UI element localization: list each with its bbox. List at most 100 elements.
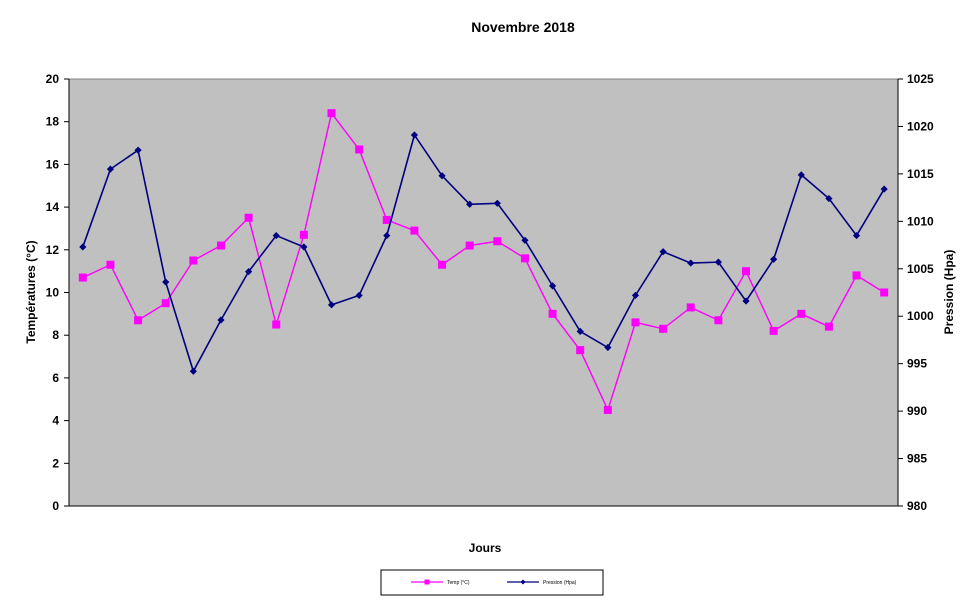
left-tick-label: 14 [46,200,60,214]
data-point [189,256,198,265]
left-y-axis: 0 2 4 6 8 10 12 14 16 18 20 [46,72,898,513]
data-point [880,288,889,297]
data-point [106,260,115,269]
right-tick-label: 1025 [907,72,934,86]
x-axis-label: Jours [469,541,502,555]
series-2 [79,131,888,375]
data-point [686,303,695,312]
data-point [78,273,87,282]
data-point [604,343,612,352]
data-point [162,278,170,286]
legend-item-1: Temp (°C) [411,579,470,586]
data-point [770,255,778,263]
data-point [687,259,695,267]
data-point [576,346,585,355]
data-point [714,316,723,325]
left-tick-label: 12 [46,243,60,257]
data-point [742,267,751,276]
right-tick-label: 980 [907,499,927,513]
plot-area [68,78,899,507]
right-tick-label: 995 [907,357,927,371]
data-point [106,165,115,173]
legend-label: Temp (°C) [447,580,470,586]
data-point [769,326,778,335]
data-point [466,200,474,208]
series-line [82,111,885,412]
data-point [548,282,557,290]
legend-marker [520,579,526,585]
data-point [631,318,640,327]
left-axis-label: Températures (°C) [24,240,38,343]
legend-item-2: Pression (Hpa) [507,579,577,586]
data-point [438,172,446,180]
data-point [382,215,391,224]
data-point [134,316,143,325]
left-tick-label: 10 [46,286,60,300]
data-point [134,146,142,154]
data-point [824,322,833,331]
left-tick-label: 16 [46,157,60,171]
right-tick-label: 1010 [907,214,934,228]
data-point [410,131,419,139]
right-tick-label: 1005 [907,262,934,276]
data-point [521,236,529,244]
data-point [852,231,861,240]
data-point [272,231,280,240]
data-point [576,327,584,336]
data-point [383,231,391,240]
data-point [161,299,170,308]
data-point [245,268,253,276]
data-point [272,320,281,329]
data-point [355,145,364,154]
left-tick-label: 0 [52,499,59,513]
data-point [742,297,750,305]
data-point [659,248,667,256]
data-point [714,258,722,266]
legend: Temp (°C) Pression (Hpa) [380,569,604,596]
right-axis-label: Pression (Hpa) [942,250,956,335]
right-tick-label: 1000 [907,309,934,323]
data-point [300,243,308,251]
data-point [631,291,640,299]
data-point [189,367,197,375]
data-point [216,241,225,250]
data-point [603,405,612,414]
data-point [548,309,557,318]
right-tick-label: 1015 [907,167,934,181]
data-point [880,185,888,193]
data-point [327,109,336,118]
right-tick-label: 1020 [907,119,934,133]
left-tick-label: 6 [52,371,59,385]
data-point [244,213,253,222]
right-y-axis: 980 985 990 995 1000 1005 1010 1015 1020 1025 [897,72,934,513]
data-point [465,241,474,250]
data-point [438,260,447,269]
left-tick-label: 2 [52,456,59,470]
left-tick-label: 18 [46,115,60,129]
data-point [327,301,336,309]
left-tick-label: 8 [52,328,59,342]
data-point [299,230,308,239]
data-point [355,291,363,299]
right-tick-label: 985 [907,452,927,466]
series-layer [78,109,889,414]
data-point [797,309,806,318]
data-point [520,254,529,263]
series-line [82,133,885,374]
data-point [797,171,805,179]
left-tick-label: 4 [52,414,59,428]
data-point [659,324,668,333]
legend-label: Pression (Hpa) [543,580,577,586]
chart-title: Novembre 2018 [471,19,575,35]
data-point [217,316,225,324]
data-point [79,243,87,251]
data-point [410,226,419,235]
data-point [852,271,861,280]
left-tick-label: 20 [46,72,60,86]
data-point [493,237,502,246]
right-tick-label: 990 [907,404,927,418]
legend-marker [424,579,430,585]
data-point [825,194,833,203]
